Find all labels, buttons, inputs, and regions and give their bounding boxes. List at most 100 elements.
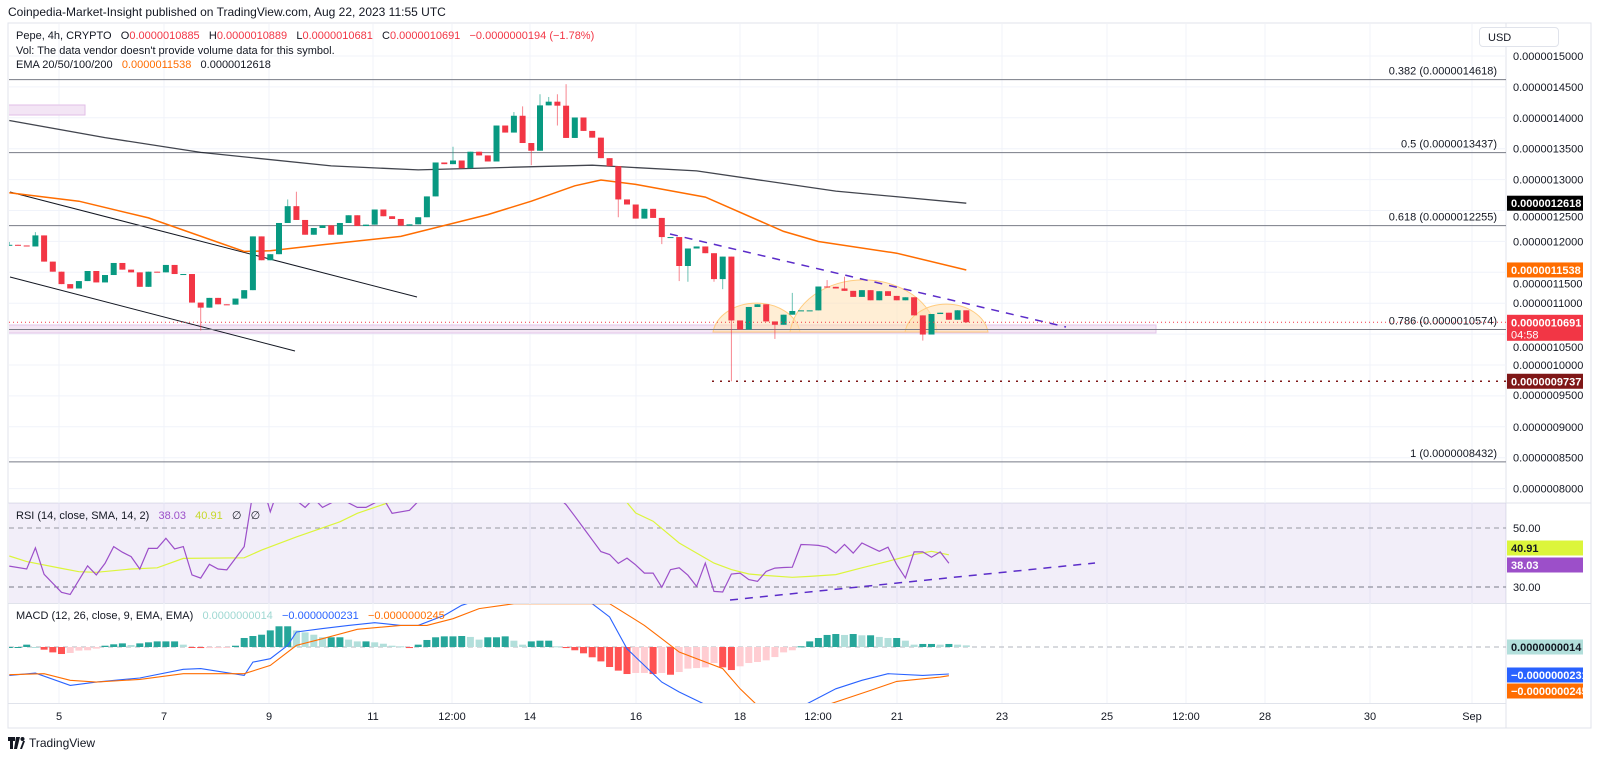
candle <box>180 274 187 276</box>
macd-histogram-bar <box>823 634 831 647</box>
candle <box>806 310 813 312</box>
candle <box>693 246 700 249</box>
ema50-price-badge <box>1507 262 1583 278</box>
candle <box>9 242 13 246</box>
macd-histogram-bar <box>684 647 692 669</box>
candle <box>467 151 474 169</box>
rsi-pane[interactable] <box>9 475 1506 603</box>
macd-histogram-bar <box>745 647 753 664</box>
candle <box>110 262 117 276</box>
macd-histogram-bar <box>849 634 857 647</box>
time-axis-label[interactable]: 11 <box>367 711 378 723</box>
candle-body <box>624 199 630 205</box>
candle-body <box>206 297 213 308</box>
macd-signal-badge <box>1507 683 1583 699</box>
symbol-name[interactable]: Pepe, 4h, CRYPTO <box>16 30 112 42</box>
candle <box>684 248 691 282</box>
macd-histogram-bar <box>466 636 474 647</box>
currency-button[interactable]: USD <box>1479 27 1559 47</box>
rsi-sma-badge-text: 40.91 <box>1511 543 1539 555</box>
last-price-badge-text: 0.0000010691 <box>1511 317 1581 329</box>
macd-histogram-bar <box>432 637 440 647</box>
time-axis-label[interactable]: 7 <box>161 711 167 723</box>
macd-histogram-bar <box>345 639 353 647</box>
time-axis-label[interactable]: 14 <box>524 711 536 723</box>
candle <box>371 209 378 225</box>
tradingview-logo[interactable]: TradingView <box>8 736 95 750</box>
time-axis-label[interactable]: 18 <box>734 711 746 723</box>
axes[interactable]: 0.0000012618 0.0000011538 0.000001069104:5… <box>56 51 1588 723</box>
time-axis-label[interactable]: 5 <box>56 711 62 723</box>
macd-lines <box>9 604 970 703</box>
candle <box>458 160 465 169</box>
candle <box>641 208 648 219</box>
macd-histogram-bar <box>388 645 396 647</box>
candle-body <box>954 310 961 320</box>
symbol-legend: Pepe, 4h, CRYPTO O0.0000010885 H0.000001… <box>16 30 594 43</box>
candle-body <box>484 155 491 162</box>
time-axis-label[interactable]: 12:00 <box>804 711 832 723</box>
time-axis-label[interactable]: 9 <box>266 711 272 723</box>
channel-lower-trendline[interactable] <box>9 276 296 352</box>
rsi-line <box>9 503 950 596</box>
time-axis-label[interactable]: 12:00 <box>1172 711 1200 723</box>
ema-legend[interactable]: EMA 20/50/100/200 0.0000011538 0.0000012… <box>16 59 271 72</box>
pattern-arc-left-shoulder[interactable] <box>712 302 801 333</box>
time-axis-label[interactable]: 23 <box>996 711 1008 723</box>
channel-upper-trendline[interactable] <box>9 191 418 298</box>
candle-body <box>780 314 787 325</box>
rsi-na-value-1: ∅ <box>231 510 242 522</box>
candle-body <box>432 162 439 197</box>
candle <box>441 162 448 165</box>
macd-histogram-bar <box>936 644 944 647</box>
low-price-badge-text: 0.0000009737 <box>1511 376 1581 388</box>
macd-histogram-bar <box>806 641 814 647</box>
fib-level-label: 0.382 (0.0000014618) <box>1389 66 1497 78</box>
time-axis-label[interactable]: 28 <box>1259 711 1271 723</box>
support-zone-rectangle[interactable] <box>8 324 1157 334</box>
macd-histogram-bar <box>675 647 683 673</box>
time-axis-label[interactable]: 12:00 <box>438 711 466 723</box>
price-pane[interactable]: 0.382 (0.0000014618) 0.5 (0.0000013437) 0.… <box>6 66 1506 463</box>
time-axis-label[interactable]: 30 <box>1364 711 1376 723</box>
candle-body <box>284 206 291 223</box>
macd-histogram-bar <box>710 647 718 664</box>
time-axis-label[interactable]: Sep <box>1462 711 1482 723</box>
candle <box>702 246 709 254</box>
candle <box>754 304 761 307</box>
price-axis-label: 0.0000013000 <box>1513 175 1583 187</box>
candle <box>154 271 161 273</box>
candle-body <box>197 302 204 308</box>
candle-body <box>589 130 596 138</box>
rsi-sma-badge <box>1507 540 1583 556</box>
candle <box>824 280 831 288</box>
candle <box>128 269 135 273</box>
candle-body <box>502 125 509 133</box>
candle-body <box>276 222 282 255</box>
candle-body <box>745 306 752 330</box>
time-axis-label[interactable]: 21 <box>891 711 903 723</box>
fib-retracement[interactable]: 0.382 (0.0000014618) 0.5 (0.0000013437) 0.… <box>9 66 1506 463</box>
macd-histogram-bar <box>14 647 22 648</box>
candle-body <box>119 262 126 270</box>
candle <box>832 286 839 289</box>
rsi-divergence-trendline[interactable] <box>729 562 1096 601</box>
high-value: 0.0000010889 <box>216 30 288 42</box>
macd-legend[interactable]: MACD (12, 26, close, 9, EMA, EMA) 0.0000… <box>16 610 445 623</box>
candle <box>893 295 900 301</box>
rsi-legend[interactable]: RSI (14, close, SMA, 14, 2) 38.03 40.91 … <box>16 510 260 523</box>
macd-histogram-bar <box>275 626 283 647</box>
drawing-rectangle-top-left[interactable] <box>8 104 86 116</box>
candle <box>867 290 874 301</box>
macd-pane[interactable] <box>6 594 1506 717</box>
macd-histogram-bar <box>527 641 535 647</box>
time-axis-label[interactable]: 25 <box>1101 711 1113 723</box>
macd-histogram-bar <box>475 639 483 647</box>
macd-histogram-bar <box>240 637 248 647</box>
time-axis-label[interactable]: 16 <box>630 711 642 723</box>
descending-trendline[interactable] <box>669 233 1067 328</box>
candle-body <box>867 290 874 301</box>
candle <box>162 264 169 273</box>
candle-body <box>67 284 74 289</box>
